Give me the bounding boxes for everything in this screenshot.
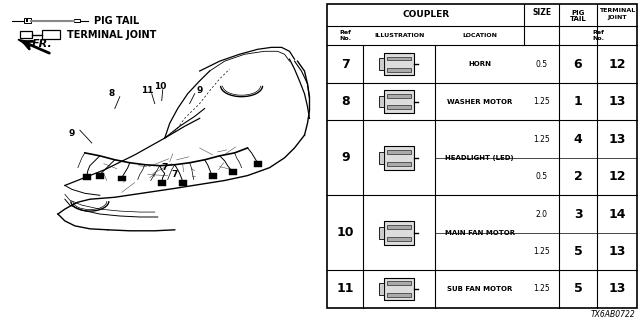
Bar: [387, 150, 412, 154]
Text: 2.0: 2.0: [536, 210, 548, 219]
Bar: [380, 284, 385, 295]
Bar: [385, 146, 414, 170]
Text: JOINT: JOINT: [607, 15, 627, 20]
Text: 13: 13: [608, 245, 626, 258]
Bar: [387, 57, 412, 60]
Bar: [118, 176, 126, 181]
Bar: [179, 180, 187, 187]
Text: Ref
No.: Ref No.: [592, 30, 604, 41]
Text: 9: 9: [196, 86, 203, 95]
Text: LOCATION: LOCATION: [462, 33, 497, 38]
Text: 11: 11: [141, 86, 154, 95]
Text: 12: 12: [608, 170, 626, 183]
Text: 6: 6: [573, 58, 582, 71]
Text: COUPLER: COUPLER: [402, 10, 449, 19]
Text: HORN: HORN: [468, 61, 491, 67]
Text: 8: 8: [341, 95, 349, 108]
Bar: [387, 225, 412, 229]
Bar: [228, 169, 237, 175]
Bar: [253, 161, 262, 167]
Text: Ref
No.: Ref No.: [339, 30, 351, 41]
Bar: [387, 162, 412, 166]
Text: 11: 11: [337, 283, 354, 295]
Text: 13: 13: [608, 132, 626, 146]
Text: MAIN FAN MOTOR: MAIN FAN MOTOR: [445, 230, 515, 236]
Text: 8: 8: [109, 89, 115, 98]
Text: PIG: PIG: [572, 10, 585, 16]
Text: 7: 7: [161, 163, 168, 172]
Text: WASHER MOTOR: WASHER MOTOR: [447, 99, 513, 105]
Bar: [387, 68, 412, 72]
Bar: [380, 227, 385, 239]
Bar: [20, 31, 32, 38]
Text: 9: 9: [341, 151, 349, 164]
Text: 7: 7: [341, 58, 350, 71]
Text: 5: 5: [573, 283, 582, 295]
Bar: [387, 281, 412, 285]
Bar: [387, 94, 412, 98]
Bar: [157, 180, 166, 187]
Bar: [380, 96, 385, 107]
Text: SIZE: SIZE: [532, 8, 551, 17]
Text: ILLUSTRATION: ILLUSTRATION: [374, 33, 424, 38]
Text: FR.: FR.: [32, 39, 52, 49]
Text: 2: 2: [573, 170, 582, 183]
Text: 7: 7: [172, 170, 178, 179]
Text: 1.25: 1.25: [533, 247, 550, 256]
Text: 3: 3: [573, 208, 582, 220]
Bar: [74, 19, 80, 22]
Text: 10: 10: [154, 82, 166, 91]
Bar: [24, 18, 31, 23]
Bar: [387, 292, 412, 297]
Text: 0.5: 0.5: [536, 172, 548, 181]
Text: 13: 13: [608, 95, 626, 108]
Text: HEADLIGHT (LED): HEADLIGHT (LED): [445, 155, 514, 161]
Bar: [209, 172, 216, 179]
Text: TX6AB0722: TX6AB0722: [590, 310, 635, 319]
Text: 9: 9: [68, 129, 75, 138]
Text: 0.5: 0.5: [536, 60, 548, 68]
Text: SUB FAN MOTOR: SUB FAN MOTOR: [447, 286, 513, 292]
Text: PIG TAIL: PIG TAIL: [94, 16, 139, 26]
Polygon shape: [18, 39, 30, 47]
Text: 1.25: 1.25: [533, 284, 550, 293]
Text: TERMINAL JOINT: TERMINAL JOINT: [67, 29, 156, 40]
Bar: [328, 4, 637, 308]
Text: 5: 5: [573, 245, 582, 258]
Bar: [380, 152, 385, 164]
Bar: [385, 90, 414, 113]
Text: 14: 14: [608, 208, 626, 220]
Text: TERMINAL: TERMINAL: [599, 8, 635, 13]
Bar: [26, 19, 28, 22]
Text: 10: 10: [337, 226, 354, 239]
Text: 4: 4: [573, 132, 582, 146]
Text: 1.25: 1.25: [533, 135, 550, 144]
Bar: [387, 237, 412, 241]
Text: 1: 1: [573, 95, 582, 108]
Text: 1.25: 1.25: [533, 97, 550, 106]
Text: 12: 12: [608, 58, 626, 71]
Text: 13: 13: [608, 283, 626, 295]
Bar: [83, 173, 91, 180]
Bar: [385, 278, 414, 300]
Bar: [387, 105, 412, 109]
Bar: [385, 221, 414, 244]
Bar: [96, 172, 104, 179]
Bar: [385, 53, 414, 75]
Bar: [42, 29, 60, 39]
Bar: [380, 59, 385, 70]
Text: TAIL: TAIL: [570, 16, 586, 22]
